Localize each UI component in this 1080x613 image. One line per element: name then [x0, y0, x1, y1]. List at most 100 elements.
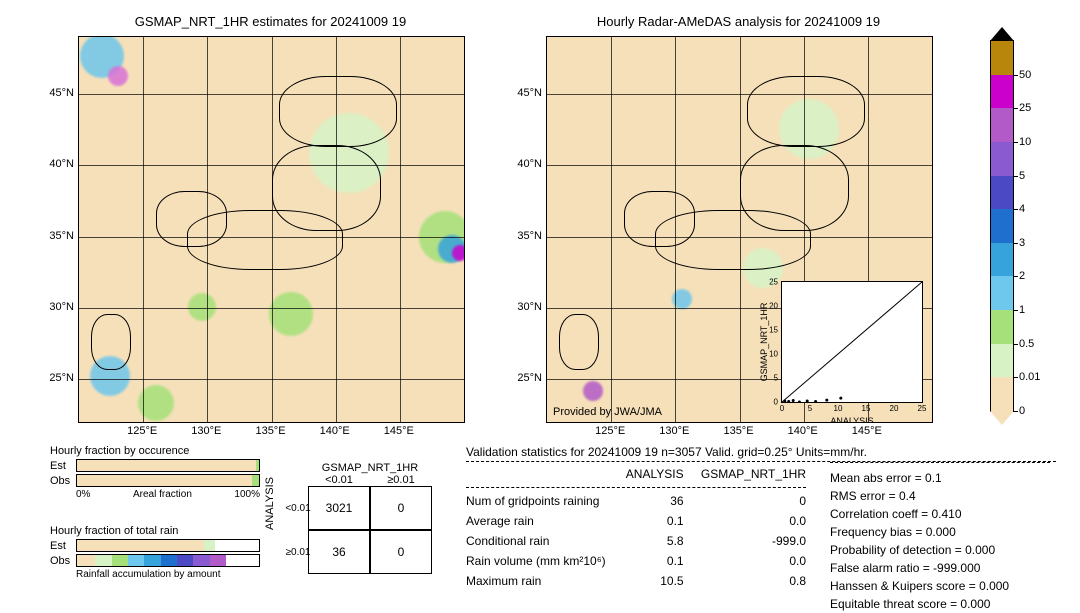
- inset-ytick: 25: [769, 278, 778, 287]
- bar-norain: [77, 475, 252, 486]
- occurrence-row: Obs: [50, 474, 260, 487]
- map-title: Hourly Radar-AMeDAS analysis for 2024100…: [546, 14, 931, 29]
- contingency-cell: 0: [370, 486, 432, 530]
- contingency-cell: 0: [370, 530, 432, 574]
- map-frame: Provided by JWA/JMA GSMAP_NRT_1HRANALYSIS…: [546, 36, 933, 423]
- occurrence-title: Hourly fraction by occurence: [50, 445, 260, 457]
- colorbar-arrow-icon: [990, 411, 1014, 425]
- rain-segment: [177, 555, 193, 566]
- y-tick-label: 35°N: [49, 230, 78, 242]
- rain-segment: [204, 540, 215, 551]
- occurrence-chart: Hourly fraction by occurenceEstObs0%Area…: [50, 445, 260, 500]
- gridline: [143, 37, 144, 422]
- contingency-cell: 3021: [308, 486, 370, 530]
- inset-ytick: 0: [774, 398, 778, 407]
- precip-blob: [108, 66, 128, 86]
- contingency-row-header: ANALYSIS: [264, 477, 276, 530]
- colorbar-segment: [991, 344, 1013, 378]
- row-label: Obs: [50, 475, 76, 487]
- rain-segment: [210, 555, 226, 566]
- colorbar-tick-label: 10: [1013, 136, 1031, 148]
- attribution: Provided by JWA/JMA: [553, 406, 662, 418]
- bar: [76, 474, 260, 487]
- totalrain-subtitle: Rainfall accumulation by amount: [76, 569, 260, 580]
- y-tick-label: 25°N: [49, 372, 78, 384]
- colorbar-tick-label: 4: [1013, 203, 1025, 215]
- totalrain-title: Hourly fraction of total rain: [50, 525, 260, 537]
- coastline: [559, 314, 600, 370]
- stat-value: -999.0: [698, 531, 820, 551]
- gridline: [675, 37, 676, 422]
- map-panel: GSMAP_NRT_1HR estimates for 20241009 192…: [78, 36, 463, 421]
- metric-row: Probability of detection = 0.000: [830, 541, 1050, 559]
- y-tick-label: 35°N: [517, 230, 546, 242]
- inset-ylabel: GSMAP_NRT_1HR: [759, 303, 769, 382]
- colorbar-segment: [991, 108, 1013, 142]
- totalrain-chart: Hourly fraction of total rainEstObsRainf…: [50, 525, 260, 580]
- y-tick-label: 45°N: [517, 87, 546, 99]
- gridline: [611, 37, 612, 422]
- totalrain-row: Est: [50, 539, 260, 552]
- colorbar-segment: [991, 75, 1013, 109]
- col-header: GSMAP_NRT_1HR: [698, 464, 820, 484]
- metric-row: Mean abs error = 0.1: [830, 469, 1050, 487]
- bar-rain: [256, 460, 259, 471]
- table-row: ANALYSISGSMAP_NRT_1HR: [466, 464, 820, 484]
- table-row: Rain volume (mm km²10⁶)0.10.0: [466, 551, 820, 571]
- stat-value: 0.0: [698, 551, 820, 571]
- colorbar-tick-label: 3: [1013, 237, 1025, 249]
- metric-row: Equitable threat score = 0.000: [830, 595, 1050, 613]
- col-header: [466, 464, 624, 484]
- x-tick-label: 140°E: [788, 421, 818, 437]
- inset-xtick: 0: [780, 404, 784, 413]
- contingency-table: GSMAP_NRT_1HR<0.01≥0.01ANALYSIS<0.013021…: [288, 462, 432, 574]
- colorbar-segment: [991, 243, 1013, 277]
- axis-left: 0%: [76, 489, 90, 500]
- col-header: ANALYSIS: [624, 464, 698, 484]
- divider: [830, 462, 1050, 467]
- gridline: [400, 37, 401, 422]
- map-title: GSMAP_NRT_1HR estimates for 20241009 19: [78, 14, 463, 29]
- x-tick-label: 125°E: [595, 421, 625, 437]
- precip-blob: [583, 381, 603, 401]
- rain-segment: [77, 540, 204, 551]
- table-row: Conditional rain5.8-999.0: [466, 531, 820, 551]
- gridline: [336, 37, 337, 422]
- colorbar-segment: [991, 377, 1013, 411]
- stat-label: Conditional rain: [466, 531, 624, 551]
- colorbar-segment: [991, 276, 1013, 310]
- rain-segment: [95, 555, 111, 566]
- x-tick-label: 140°E: [320, 421, 350, 437]
- divider-cell: [466, 484, 820, 491]
- stat-value: 10.5: [624, 571, 698, 591]
- axis-right: 100%: [234, 489, 260, 500]
- coastline: [747, 76, 865, 147]
- metrics-list: Mean abs error = 0.1RMS error = 0.4Corre…: [830, 462, 1050, 613]
- x-tick-label: 135°E: [723, 421, 753, 437]
- rain-segment: [161, 555, 177, 566]
- x-tick-label: 145°E: [384, 421, 414, 437]
- inset-plot: [782, 282, 922, 402]
- stat-value: 0.1: [624, 551, 698, 571]
- contingency-col-header: GSMAP_NRT_1HR: [308, 462, 432, 474]
- inset-ytick: 10: [769, 350, 778, 359]
- table-row: Maximum rain10.50.8: [466, 571, 820, 591]
- colorbar-segment: [991, 209, 1013, 243]
- colorbar-tick-label: 50: [1013, 69, 1031, 81]
- scatter-inset: GSMAP_NRT_1HRANALYSIS0055101015152020252…: [781, 281, 923, 403]
- x-tick-label: 145°E: [852, 421, 882, 437]
- y-tick-label: 30°N: [517, 301, 546, 313]
- inset-ytick: 20: [769, 302, 778, 311]
- col-label: ≥0.01: [370, 474, 432, 486]
- inset-xtick: 25: [918, 404, 927, 413]
- metric-row: False alarm ratio = -999.000: [830, 559, 1050, 577]
- rain-segment: [77, 555, 95, 566]
- precip-blob: [188, 293, 216, 321]
- bar-norain: [77, 460, 256, 471]
- stat-value: 0.0: [698, 511, 820, 531]
- row-label: Est: [50, 540, 76, 552]
- colorbar-tick-label: 5: [1013, 170, 1025, 182]
- y-tick-label: 45°N: [49, 87, 78, 99]
- colorbar-arrow-icon: [990, 27, 1014, 41]
- stat-value: 0: [698, 491, 820, 511]
